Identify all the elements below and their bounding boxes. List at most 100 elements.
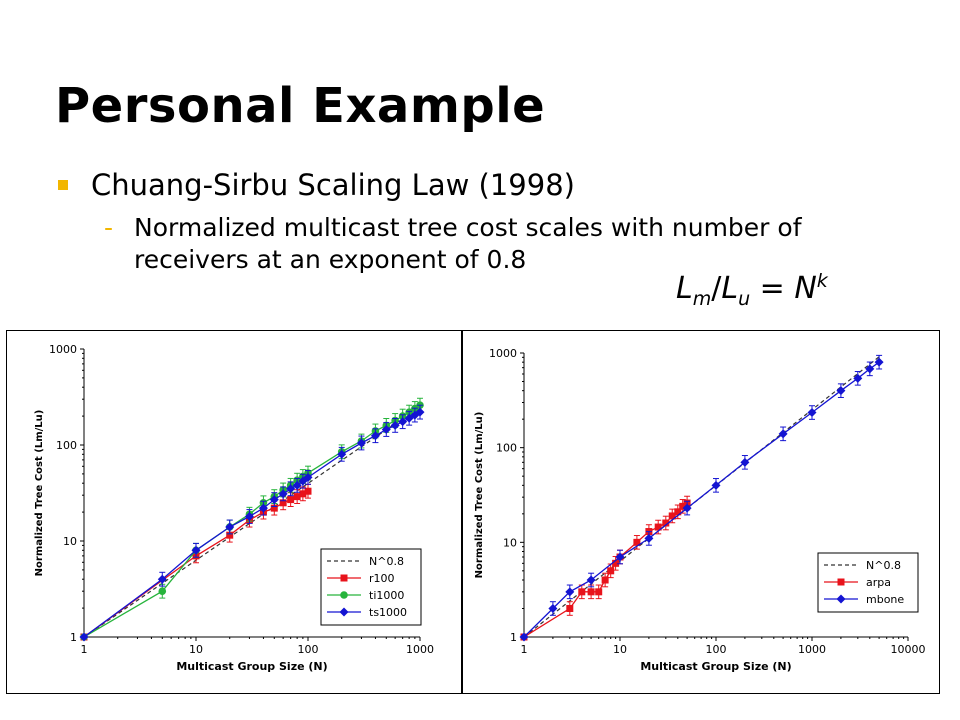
data-point bbox=[565, 587, 575, 597]
data-point bbox=[674, 508, 682, 516]
y-tick-label: 10 bbox=[503, 536, 517, 549]
data-point bbox=[304, 487, 312, 495]
legend-label: mbone bbox=[866, 593, 904, 606]
legend-label: arpa bbox=[866, 576, 891, 589]
data-point bbox=[303, 472, 313, 482]
x-tick-label: 1 bbox=[521, 643, 528, 656]
data-point bbox=[586, 575, 596, 585]
y-tick-label: 1000 bbox=[489, 347, 517, 360]
data-point bbox=[287, 496, 295, 504]
data-point bbox=[278, 489, 288, 499]
data-point bbox=[682, 503, 692, 513]
formula-L: L bbox=[676, 271, 693, 306]
y-tick-label: 1000 bbox=[49, 343, 77, 356]
slide-title: Personal Example bbox=[55, 78, 546, 134]
charts-frame bbox=[6, 330, 940, 694]
data-point bbox=[607, 567, 615, 575]
data-point bbox=[566, 605, 574, 613]
y-tick-label: 1 bbox=[70, 631, 77, 644]
legend-marker bbox=[340, 574, 348, 582]
data-point bbox=[337, 449, 347, 459]
x-axis-label: Multicast Group Size (N) bbox=[640, 660, 791, 673]
formula-sub-u: u bbox=[738, 288, 751, 310]
x-tick-label: 1 bbox=[81, 643, 88, 656]
data-point bbox=[654, 523, 662, 531]
formula-equals: = bbox=[750, 271, 795, 306]
y-axis-label: Normalized Tree Cost (Lm/Lu) bbox=[34, 410, 45, 577]
data-point bbox=[615, 552, 625, 562]
data-point bbox=[612, 559, 620, 567]
data-point bbox=[519, 632, 529, 642]
legend: N^0.8 arpa mbone bbox=[817, 552, 919, 613]
data-point bbox=[601, 576, 609, 584]
scaling-formula: Lm/Lu = Nk bbox=[676, 270, 828, 310]
data-point bbox=[225, 522, 235, 532]
data-point bbox=[778, 429, 788, 439]
legend-marker bbox=[340, 591, 348, 599]
sub-bullet-text: Normalized multicast tree cost scales wi… bbox=[134, 213, 802, 274]
y-tick-label: 100 bbox=[56, 439, 77, 452]
formula-sup-k: k bbox=[816, 270, 828, 292]
series-mbone bbox=[519, 354, 884, 642]
square-bullet-icon bbox=[58, 180, 68, 190]
chart-left: 1 10 100 1000 1 10 100 1000 Multicast Group Size… bbox=[34, 343, 434, 673]
legend-marker bbox=[837, 578, 845, 586]
data-point bbox=[299, 490, 307, 498]
data-point bbox=[279, 499, 287, 507]
data-point bbox=[390, 420, 400, 430]
y-axis-label: Normalized Tree Cost (Lm/Lu) bbox=[474, 412, 485, 579]
data-point bbox=[370, 431, 380, 441]
data-point bbox=[292, 480, 302, 490]
data-point bbox=[578, 588, 586, 596]
data-point bbox=[158, 587, 167, 595]
legend: N^0.8 r100 ti1000 ts1000 bbox=[320, 548, 422, 626]
chart-right: 1 10 100 1000 1 10 100 1000 10000 Multicast Group… bbox=[474, 347, 926, 673]
y-tick-label: 1 bbox=[510, 631, 517, 644]
dash-bullet-icon: - bbox=[104, 213, 114, 242]
data-point bbox=[644, 533, 654, 543]
formula-slash: / bbox=[711, 271, 722, 306]
data-point bbox=[548, 604, 558, 614]
legend-label: ti1000 bbox=[369, 589, 404, 602]
data-point bbox=[865, 364, 875, 374]
x-tick-label: 10000 bbox=[891, 643, 926, 656]
formula-sub-m: m bbox=[692, 288, 712, 310]
charts-separator bbox=[461, 330, 463, 694]
data-point bbox=[157, 574, 167, 584]
x-tick-label: 10 bbox=[189, 643, 203, 656]
series-ts1000 bbox=[79, 404, 425, 642]
data-point bbox=[679, 502, 687, 510]
data-point bbox=[874, 357, 884, 367]
formula-N: N bbox=[794, 271, 817, 306]
data-point bbox=[269, 495, 279, 505]
series-r100 bbox=[80, 483, 312, 641]
data-point bbox=[633, 538, 641, 546]
legend-label: N^0.8 bbox=[866, 559, 901, 572]
data-point bbox=[668, 512, 676, 520]
data-point bbox=[356, 438, 366, 448]
data-point bbox=[398, 417, 408, 427]
data-point bbox=[662, 519, 670, 527]
data-point bbox=[410, 410, 420, 420]
y-tick-label: 10 bbox=[63, 535, 77, 548]
x-tick-label: 100 bbox=[706, 643, 727, 656]
data-point bbox=[191, 545, 201, 555]
data-point bbox=[711, 480, 721, 490]
data-point bbox=[595, 588, 603, 596]
data-point bbox=[270, 504, 278, 512]
data-point bbox=[258, 503, 268, 513]
y-tick-label: 100 bbox=[496, 442, 517, 455]
data-point bbox=[836, 386, 846, 396]
bullet-text: Chuang-Sirbu Scaling Law (1998) bbox=[91, 168, 575, 202]
x-tick-label: 1000 bbox=[406, 643, 434, 656]
data-point bbox=[286, 484, 296, 494]
formula-L2: L bbox=[721, 271, 739, 306]
data-point bbox=[853, 373, 863, 383]
data-point bbox=[807, 408, 817, 418]
x-tick-label: 10 bbox=[613, 643, 627, 656]
data-point bbox=[244, 511, 254, 521]
data-point bbox=[587, 588, 595, 596]
data-point bbox=[415, 407, 425, 417]
x-tick-label: 1000 bbox=[798, 643, 826, 656]
data-point bbox=[293, 493, 301, 501]
